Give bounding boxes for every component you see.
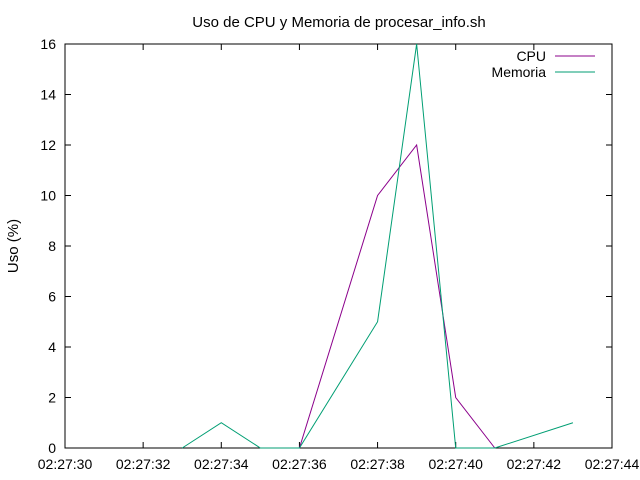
- y-tick-label: 4: [48, 339, 56, 355]
- series-line-cpu: [298, 143, 496, 449]
- legend-label-memoria: Memoria: [492, 64, 547, 80]
- y-tick-label: 8: [48, 238, 56, 254]
- x-tick-label: 02:27:38: [350, 456, 405, 472]
- x-tick-label: 02:27:30: [38, 456, 93, 472]
- y-tick-label: 0: [48, 440, 56, 456]
- y-tick-label: 14: [40, 87, 56, 103]
- y-axis: 0 2 4 6 8 10 12 14 16: [40, 36, 612, 456]
- legend-label-cpu: CPU: [516, 48, 546, 64]
- y-tick-label: 12: [40, 137, 56, 153]
- series-line-memoria: [181, 43, 574, 449]
- x-tick-label: 02:27:32: [116, 456, 171, 472]
- chart-title: Uso de CPU y Memoria de procesar_info.sh: [192, 14, 485, 31]
- x-tick-label: 02:27:42: [507, 456, 562, 472]
- x-tick-label: 02:27:44: [585, 456, 640, 472]
- series-layer: [181, 43, 574, 449]
- y-axis-label: Uso (%): [5, 219, 22, 273]
- x-tick-label: 02:27:34: [194, 456, 249, 472]
- y-tick-label: 6: [48, 289, 56, 305]
- x-tick-label: 02:27:40: [428, 456, 483, 472]
- y-tick-label: 10: [40, 188, 56, 204]
- y-tick-label: 16: [40, 36, 56, 52]
- y-tick-label: 2: [48, 390, 56, 406]
- plot-frame: [64, 43, 613, 449]
- x-axis: 02:27:30 02:27:32 02:27:34 02:27:36 02:27:38…: [38, 44, 640, 472]
- x-tick-label: 02:27:36: [272, 456, 327, 472]
